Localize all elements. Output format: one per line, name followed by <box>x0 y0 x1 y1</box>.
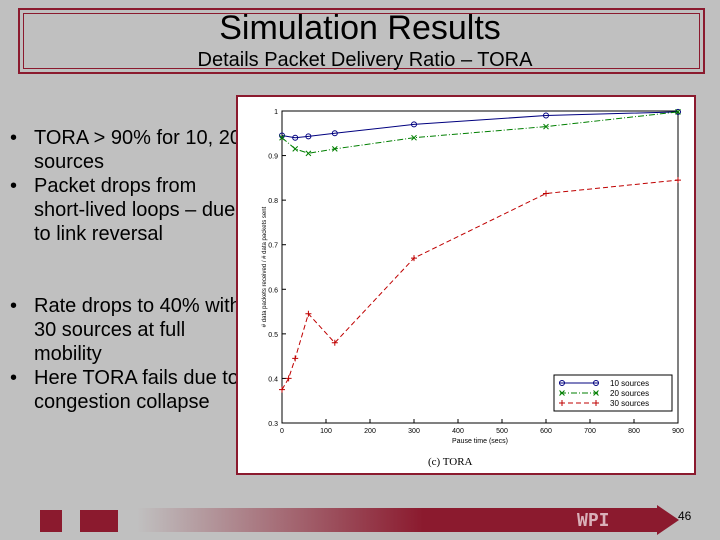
legend-label: 30 sources <box>610 399 649 408</box>
data-point <box>675 177 681 184</box>
data-point <box>675 109 681 115</box>
bullet-text: Packet drops from short-lived loops – du… <box>34 175 236 245</box>
y-tick-label: 0.7 <box>268 243 278 250</box>
bullet-item: • TORA > 90% for 10, 20 sources <box>6 126 246 174</box>
y-tick-label: 0.9 <box>268 154 278 161</box>
data-point <box>411 255 417 262</box>
plot-area <box>281 110 679 424</box>
footer-bar <box>137 508 657 532</box>
data-point <box>593 400 599 406</box>
data-point <box>331 130 338 137</box>
data-point <box>411 134 417 141</box>
bullet-item: • Rate drops to 40% with 30 sources at fu… <box>6 294 246 366</box>
slide-subtitle: Details Packet Delivery Ratio – TORA <box>197 49 533 71</box>
x-tick-label: 800 <box>628 428 640 435</box>
bullet-dot-icon: • <box>10 295 18 317</box>
data-point <box>292 355 299 362</box>
y-tick-label: 1 <box>274 109 278 116</box>
data-point <box>279 386 285 393</box>
bullet-text: TORA > 90% for 10, 20 sources <box>34 127 241 173</box>
data-point <box>543 190 549 197</box>
bullet-item: • Here TORA fails due to congestion colla… <box>6 366 246 414</box>
data-point <box>543 112 549 119</box>
y-tick-label: 0.6 <box>268 287 278 294</box>
arrow-right-icon <box>657 505 679 535</box>
bullet-list-top: • TORA > 90% for 10, 20 sources • Packet d… <box>6 126 246 246</box>
y-tick-label: 0.5 <box>268 332 278 339</box>
series-line <box>281 111 679 139</box>
data-point <box>331 146 338 152</box>
x-tick-label: 700 <box>584 428 596 435</box>
x-tick-label: 600 <box>540 428 552 435</box>
data-point <box>305 310 312 317</box>
series-line <box>281 179 679 390</box>
y-tick-label: 0.4 <box>268 376 278 383</box>
data-point <box>305 133 312 140</box>
x-tick-label: 0 <box>280 428 284 435</box>
bullet-item: • Packet drops from short-lived loops – d… <box>6 174 246 246</box>
tora-delivery-chart: 0 100 200 300 400 500 600 700 800 900 0.3 0.4 0.5 0.6… <box>262 108 684 468</box>
y-axis-label: # data packets received / # data packets… <box>262 206 268 327</box>
footer-square <box>40 510 62 532</box>
x-tick-label: 900 <box>672 428 684 435</box>
data-point <box>559 390 565 396</box>
bullet-dot-icon: • <box>10 367 18 389</box>
data-point <box>559 380 565 386</box>
data-point <box>305 150 312 157</box>
y-tick-label: 0.8 <box>268 198 278 205</box>
data-point <box>543 123 549 130</box>
bullet-text: Rate drops to 40% with 30 sources at ful… <box>34 295 241 365</box>
bullet-dot-icon: • <box>10 127 18 149</box>
footer-square <box>80 510 118 532</box>
slide-title: Simulation Results <box>219 9 501 47</box>
title-frame <box>18 8 705 74</box>
chart-caption: (c) TORA <box>428 456 473 468</box>
data-point <box>559 400 565 406</box>
chart-frame: 0 100 200 300 400 500 600 700 800 900 0.3 0.4 0.5 0.6… <box>236 95 696 475</box>
data-point <box>593 380 599 386</box>
page-number: 46 <box>678 509 692 523</box>
legend-label: 20 sources <box>610 389 649 398</box>
legend-label: 10 sources <box>610 379 649 388</box>
data-point <box>292 134 299 141</box>
bullet-text: Here TORA fails due to congestion collap… <box>34 367 239 413</box>
data-point <box>279 134 285 141</box>
x-tick-label: 500 <box>496 428 508 435</box>
data-point <box>292 146 299 152</box>
x-tick-label: 200 <box>364 428 376 435</box>
bullet-dot-icon: • <box>10 175 18 197</box>
data-point <box>285 375 292 382</box>
data-point <box>593 390 599 396</box>
y-tick-label: 0.3 <box>268 421 278 428</box>
data-point <box>331 339 338 346</box>
x-axis-label: Pause time (secs) <box>452 438 508 445</box>
x-tick-label: 400 <box>452 428 464 435</box>
x-tick-label: 300 <box>408 428 420 435</box>
bullet-list-bottom: • Rate drops to 40% with 30 sources at fu… <box>6 294 246 414</box>
data-point <box>411 121 417 128</box>
wpi-logo: WPI <box>577 510 610 531</box>
x-tick-label: 100 <box>320 428 332 435</box>
